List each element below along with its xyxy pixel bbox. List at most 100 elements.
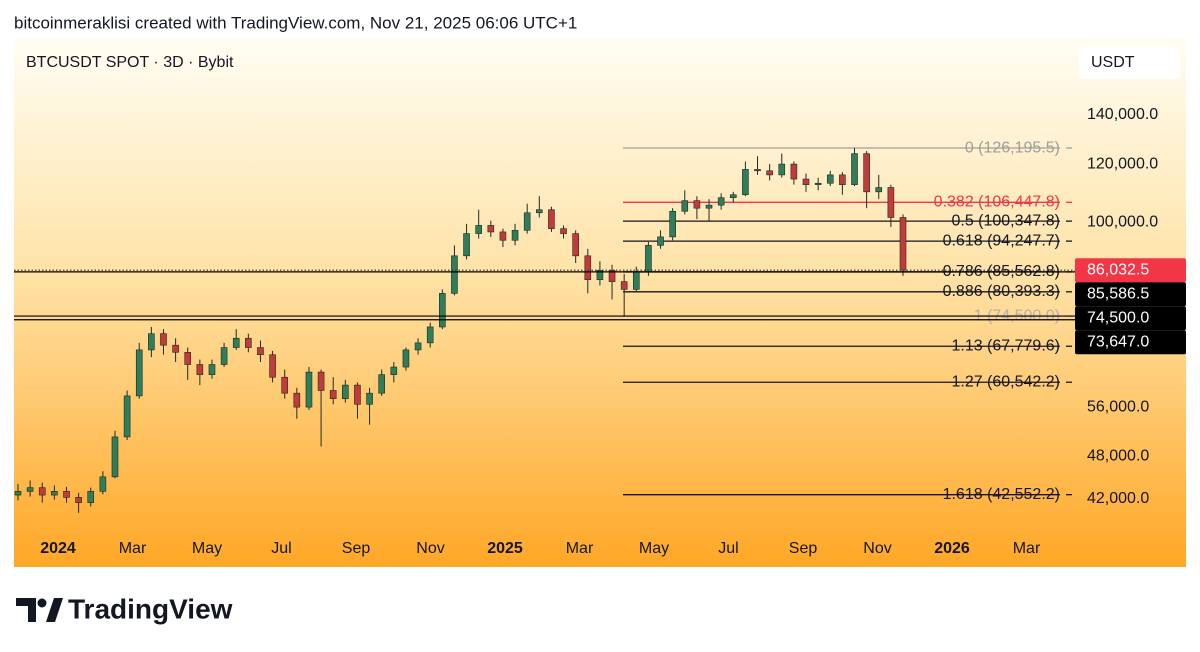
candle-body [657, 236, 664, 246]
candle-body [826, 174, 834, 184]
plot: 140,000.0 120,000.0 100,000.0 56,000.0 48,00… [14, 106, 1186, 557]
candle-body [390, 366, 398, 375]
candle-body [572, 233, 579, 257]
fib-label: 0.5 (100,347.8) [951, 212, 1060, 229]
candle-body [790, 163, 798, 180]
candle-body [111, 436, 119, 478]
candle-body [75, 497, 82, 503]
candle-body [354, 384, 361, 405]
price-badge [1075, 306, 1186, 331]
x-tick-label: Mar [566, 540, 594, 557]
brand: TradingView [68, 593, 233, 624]
candle-body [269, 354, 276, 378]
candle-body [196, 364, 204, 375]
fib-label: 1.618 (42,552.2) [943, 486, 1060, 503]
candle-body [560, 228, 567, 234]
candle-body [232, 337, 240, 348]
candle-body [839, 174, 846, 185]
candle-body [184, 352, 192, 365]
currency: USDT [1091, 54, 1135, 71]
currency-box [1079, 47, 1180, 79]
candle-body [402, 349, 410, 368]
y-tick-label: 48,000.0 [1087, 447, 1149, 464]
candle-body [548, 209, 555, 229]
logo-dot [37, 598, 47, 608]
candle-body [632, 271, 640, 290]
candle-body [245, 337, 252, 348]
candle-body [123, 395, 131, 438]
candle-body [87, 491, 95, 503]
fib-label: 0.618 (94,247.7) [943, 232, 1060, 249]
candle-body [487, 225, 495, 233]
candle-body [342, 384, 349, 399]
x-tick-label: 2025 [487, 540, 523, 557]
candle-body [681, 200, 689, 212]
candle-body [451, 255, 458, 294]
symbol-title: BTCUSDT SPOT · 3D · Bybit [26, 54, 234, 71]
candle-body [814, 182, 822, 185]
y-tick-label: 42,000.0 [1087, 490, 1149, 507]
candle-body [439, 293, 446, 328]
x-tick-label: 2024 [40, 540, 76, 557]
candle-body [717, 197, 725, 206]
chart-panel [14, 38, 1186, 567]
x-tick-label: Sep [342, 540, 371, 557]
price-badge [1075, 330, 1186, 355]
y-tick-label: 140,000.0 [1087, 106, 1158, 123]
price-badge [1075, 258, 1186, 283]
candle-body [135, 349, 143, 397]
candle-body [754, 169, 761, 172]
candle-body [851, 153, 858, 185]
candle-body [899, 217, 907, 271]
candle-body [863, 153, 870, 193]
logo-mark [46, 598, 63, 622]
candle-body [426, 326, 434, 344]
price-badge-label: 85,586.5 [1087, 285, 1149, 302]
candle-body [475, 225, 482, 234]
candle-body [99, 476, 107, 492]
x-tick-label: 2026 [934, 540, 970, 557]
candle-body [366, 392, 373, 405]
candle-body [293, 392, 301, 408]
fib-label: 0.382 (106,447.8) [934, 194, 1060, 211]
candle-body [281, 376, 289, 394]
candle-body [802, 178, 810, 185]
candle-body [608, 270, 616, 282]
logo-mark [16, 598, 36, 622]
candle-body [220, 347, 228, 365]
candle-body [257, 347, 264, 356]
candle-body [317, 371, 325, 391]
x-tick-label: Jul [271, 540, 291, 557]
x-tick-label: Mar [119, 540, 147, 557]
candle-body [511, 229, 519, 241]
candle-body [536, 209, 543, 214]
logo [16, 598, 63, 622]
x-tick-label: Nov [863, 540, 891, 557]
candle-body [378, 374, 385, 394]
candle-body [693, 200, 701, 209]
x-tick-label: Nov [416, 540, 444, 557]
candle-body [875, 187, 883, 193]
price-badge-label: 86,032.5 [1087, 261, 1149, 278]
candle-body [414, 342, 422, 351]
fib-label: 0.886 (80,393.3) [943, 283, 1060, 300]
fib-label: 1.13 (67,779.6) [951, 337, 1060, 354]
candle-body [669, 210, 676, 238]
candle-body [63, 491, 70, 498]
candle-body [778, 163, 786, 176]
y-tick-label: 100,000.0 [1087, 213, 1158, 230]
x-tick-label: Sep [789, 540, 818, 557]
candle-body [26, 487, 34, 492]
candle-body [172, 344, 179, 353]
candle-body [208, 364, 216, 375]
candle-body [705, 204, 713, 209]
fib-label: 0 (126,195.5) [965, 139, 1060, 156]
x-tick-label: May [639, 540, 669, 557]
candle-body [329, 390, 337, 399]
candle-body [51, 491, 58, 496]
x-tick-label: Jul [718, 540, 738, 557]
candle-body [499, 231, 507, 241]
price-badge [1075, 282, 1186, 307]
